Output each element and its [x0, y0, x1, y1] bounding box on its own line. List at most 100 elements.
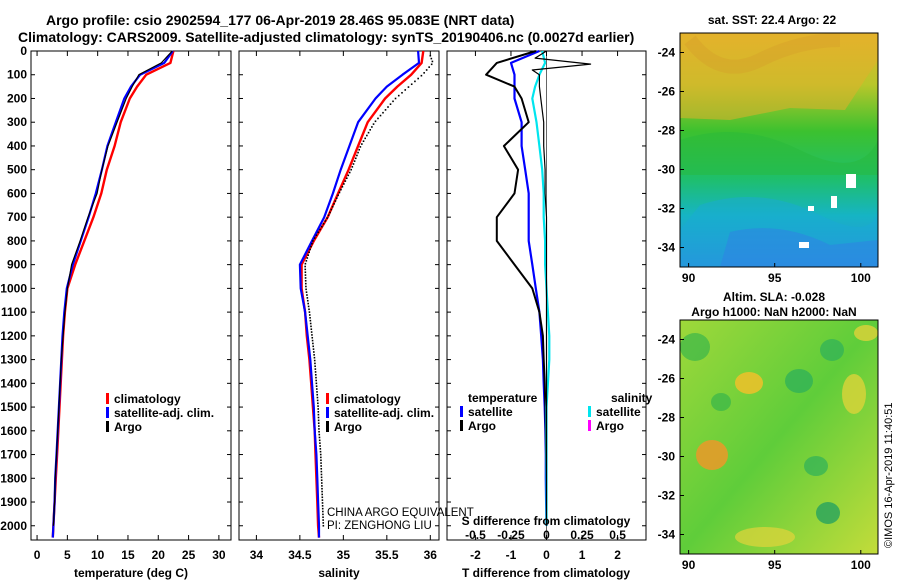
argo-salinity-point [320, 225, 323, 228]
argo-salinity-point [308, 314, 311, 316]
argo-salinity-point [392, 100, 394, 103]
argo-salinity-point [315, 379, 317, 382]
argo-salinity-point [308, 251, 310, 254]
island-mask [846, 174, 856, 188]
x-tick-label: 1 [579, 548, 586, 562]
lat-tick-label: -32 [658, 489, 676, 503]
argo-salinity-point [310, 245, 312, 248]
argo-salinity-point [321, 485, 323, 487]
lat-tick-label: -28 [658, 124, 676, 138]
lon-tick-label: 90 [682, 558, 696, 572]
argo-salinity-point [374, 120, 377, 123]
argo-salinity-point [314, 365, 316, 368]
legend-climatology: climatology [334, 392, 401, 406]
argo-salinity-point [334, 200, 337, 202]
depth-tick-label: 400 [7, 139, 27, 153]
argo-salinity-point [366, 134, 368, 137]
argo-salinity-point [310, 328, 313, 331]
argo-salinity-point [304, 282, 307, 285]
argo-salinity-point [327, 214, 330, 217]
top-x-tick-label: -0.5 [465, 528, 486, 542]
series-line [52, 50, 173, 526]
annotation-line-2: PI: ZENGHONG LIU [327, 520, 432, 532]
argo-salinity-point [322, 513, 324, 516]
argo-salinity-point [308, 308, 310, 311]
difference-x-axis: -2 -1 0 1 2-0.5 -0.25 0 0.25 0.5 [465, 51, 626, 562]
argo-salinity-point [316, 396, 319, 399]
x-tick-label: 34.5 [288, 548, 312, 562]
lat-tick-label: -24 [658, 46, 676, 60]
depth-tick-label: 1300 [0, 353, 27, 367]
argo-salinity-point [343, 183, 345, 185]
legend-satellite: satellite-adj. clim. [114, 406, 214, 420]
argo-salinity-point [309, 322, 312, 325]
argo-salinity-point [319, 228, 321, 231]
annotation-line-1: CHINA ARGO EQUIVALENT [327, 507, 474, 519]
sla-map [679, 319, 879, 555]
salinity-xlabel: salinity [318, 566, 360, 580]
argo-salinity-point [313, 354, 315, 356]
argo-salinity-point [310, 325, 312, 328]
lon-tick-label: 100 [851, 558, 871, 572]
argo-salinity-point [319, 442, 321, 444]
x-tick-label: 35.5 [375, 548, 399, 562]
argo-salinity-point [317, 405, 319, 407]
argo-salinity-point [317, 402, 319, 405]
argo-salinity-point [322, 524, 325, 527]
lat-tick-label: -30 [658, 450, 676, 464]
argo-salinity-point [320, 467, 323, 470]
argo-salinity-point [330, 208, 333, 211]
argo-salinity-point [321, 493, 323, 496]
x-tick-label: 36 [424, 548, 438, 562]
argo-salinity-point [314, 371, 317, 373]
argo-salinity-point [429, 54, 432, 57]
argo-salinity-point [306, 257, 309, 259]
argo-salinity-point [344, 180, 347, 182]
diff-series-line [531, 50, 592, 526]
legend-swatch-argo [106, 421, 109, 432]
x-tick-label: 20 [152, 548, 166, 562]
depth-tick-label: 2000 [0, 519, 27, 533]
argo-salinity-point [372, 123, 375, 125]
argo-salinity-point [371, 126, 373, 128]
island-mask [799, 242, 809, 248]
lat-tick-label: -34 [658, 241, 676, 255]
argo-salinity-point [410, 83, 413, 86]
argo-salinity-point [305, 260, 308, 262]
depth-axis: 0 100 200 300 400 500 600 700 800 900 1000 1100 1200… [0, 44, 646, 533]
depth-tick-label: 1100 [1, 305, 27, 319]
x-tick-label: 15 [121, 548, 135, 562]
argo-salinity-point [319, 445, 321, 447]
argo-salinity-point [317, 422, 320, 425]
argo-salinity-point [362, 140, 365, 143]
argo-salinity-point [384, 109, 387, 111]
salinity-legend: climatology satellite-adj. clim. Argo [326, 392, 434, 434]
argo-salinity-point [361, 143, 363, 145]
argo-salinity-point [306, 294, 308, 296]
depth-tick-label: 1600 [0, 424, 27, 438]
legend-swatch-s-satellite [588, 406, 591, 417]
argo-salinity-point [314, 362, 316, 365]
argo-salinity-point [367, 131, 370, 134]
argo-salinity-point [319, 448, 322, 450]
argo-salinity-point [322, 223, 325, 225]
argo-salinity-point [354, 157, 357, 160]
argo-salinity-point [320, 476, 323, 479]
argo-salinity-point [324, 220, 327, 222]
argo-salinity-point [382, 111, 384, 114]
temperature-xlabel: temperature (deg C) [74, 566, 188, 580]
difference-legend: temperature salinity satellite Argo sate… [460, 391, 653, 433]
depth-tick-label: 100 [7, 68, 27, 82]
depth-tick-label: 700 [7, 210, 27, 224]
series-line [300, 50, 425, 538]
legend-swatch-satellite [106, 407, 109, 418]
top-x-tick-label: -0.25 [497, 528, 525, 542]
legend-temperature-heading: temperature [468, 391, 538, 405]
legend-swatch-climatology [326, 393, 329, 404]
argo-salinity-point [423, 72, 425, 74]
argo-salinity-point [326, 217, 328, 219]
x-tick-label: -2 [470, 548, 481, 562]
argo-salinity-point [420, 74, 423, 77]
argo-salinity-point [320, 470, 323, 473]
legend-argo: Argo [114, 420, 142, 434]
